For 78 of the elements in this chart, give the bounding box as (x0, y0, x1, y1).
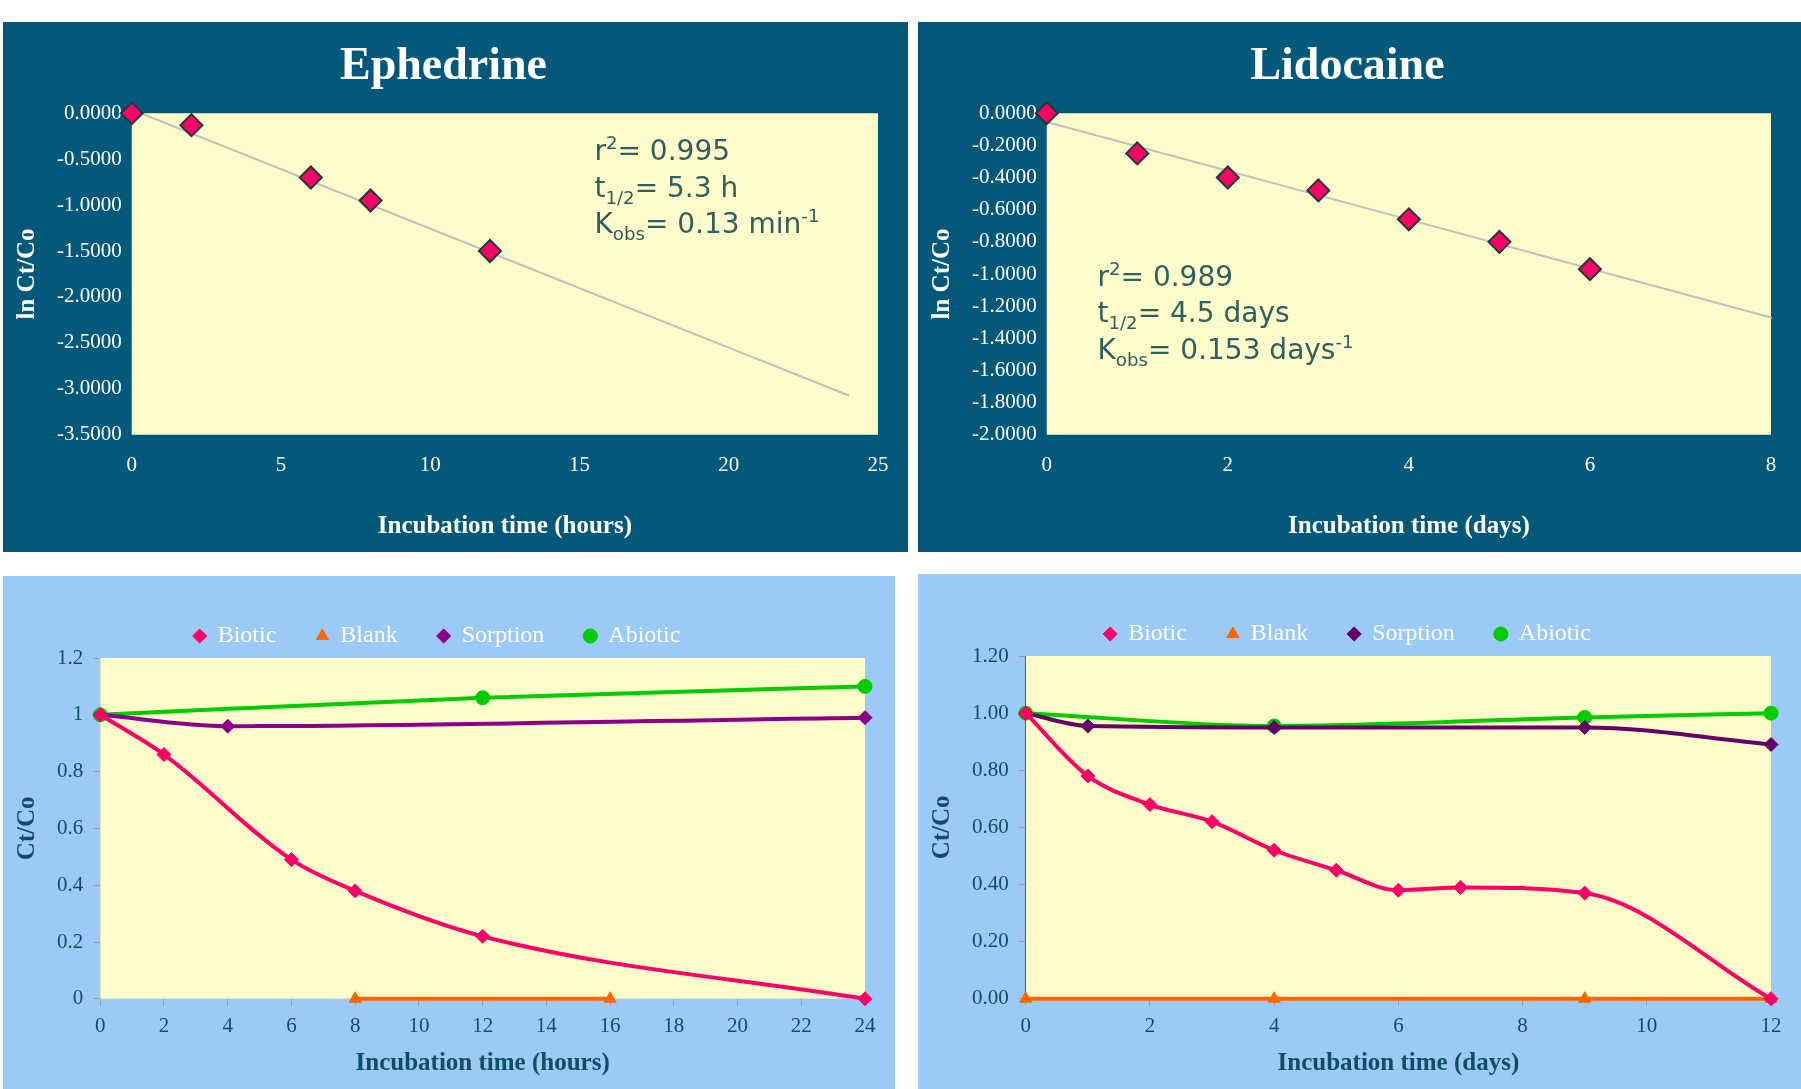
x-tick-label: 20 (727, 1012, 749, 1037)
x-tick-label: 10 (419, 451, 441, 476)
legend-label: Biotic (1128, 619, 1187, 646)
y-tick-label: -3.0000 (56, 375, 122, 400)
x-tick-label: 24 (854, 1012, 876, 1037)
y-tick-label: 1.2 (57, 644, 84, 669)
x-tick-label: 4 (1268, 1012, 1280, 1037)
y-tick-label: 0.20 (972, 928, 1009, 953)
chart-title: Lidocaine (1250, 38, 1445, 90)
x-tick-label: 5 (275, 451, 287, 476)
x-tick-label: 20 (718, 451, 740, 476)
y-tick-label: 1.20 (972, 642, 1009, 667)
y-tick-label: -1.2000 (971, 292, 1037, 317)
y-axis-title: Ct/Co (12, 796, 40, 861)
y-axis-title: Ct/Co (927, 795, 955, 860)
x-tick-label: 2 (158, 1012, 170, 1037)
x-tick-label: 14 (535, 1012, 558, 1037)
legend-label: Blank (1250, 619, 1309, 646)
x-tick-label: 18 (663, 1012, 685, 1037)
x-tick-label: 22 (790, 1012, 812, 1037)
chart-title: Ephedrine (339, 38, 548, 90)
y-tick-label: -1.0000 (56, 191, 122, 216)
y-tick-label: 0.80 (972, 756, 1009, 781)
y-tick-label: -0.5000 (56, 145, 122, 170)
y-axis-title: ln Ct/Co (927, 228, 955, 320)
x-tick-label: 10 (1636, 1012, 1658, 1037)
x-tick-label: 10 (408, 1012, 430, 1037)
x-tick-label: 6 (286, 1012, 297, 1037)
y-tick-label: -0.6000 (971, 196, 1037, 221)
y-tick-label: 0.60 (972, 813, 1009, 838)
y-tick-label: 0.0000 (978, 99, 1037, 124)
legend-label: Sorption (461, 621, 545, 648)
y-tick-label: -1.0000 (971, 260, 1037, 285)
y-tick-label: 0.0000 (63, 99, 122, 124)
x-tick-label: 25 (867, 451, 889, 476)
y-tick-label: -2.5000 (56, 329, 122, 354)
y-tick-label: 1.00 (972, 699, 1009, 724)
y-tick-label: -1.8000 (971, 389, 1037, 414)
legend-label: Biotic (217, 621, 277, 648)
x-axis-title: Incubation time (days) (1277, 1048, 1520, 1077)
y-tick-label: -0.8000 (971, 228, 1037, 253)
x-tick-label: 4 (1403, 451, 1415, 476)
y-tick-label: -3.5000 (56, 421, 122, 446)
x-tick-label: 8 (349, 1012, 361, 1037)
y-axis-title: ln Ct/Co (12, 228, 40, 320)
x-axis-title: Incubation time (hours) (377, 511, 632, 540)
y-tick-label: 0 (72, 985, 84, 1010)
x-tick-label: 6 (1393, 1012, 1404, 1037)
y-tick-label: 0.2 (57, 928, 84, 953)
x-tick-label: 12 (1760, 1012, 1782, 1037)
y-tick-label: 1 (72, 701, 84, 726)
y-tick-label: -1.4000 (971, 324, 1037, 349)
y-tick-label: 0.00 (972, 985, 1009, 1010)
legend-label: Blank (340, 621, 398, 648)
x-tick-label: 2 (1144, 1012, 1156, 1037)
x-axis-title: Incubation time (days) (1288, 511, 1530, 540)
y-tick-label: -1.6000 (971, 357, 1037, 381)
x-tick-label: 16 (599, 1012, 621, 1037)
x-tick-label: 2 (1222, 451, 1234, 476)
y-tick-label: 0.6 (57, 814, 84, 839)
y-tick-label: 0.4 (57, 871, 84, 896)
y-tick-label: -1.5000 (56, 237, 122, 262)
legend-label: Sorption (1372, 619, 1455, 646)
x-axis-title: Incubation time (hours) (355, 1048, 610, 1077)
x-tick-label: 12 (472, 1012, 494, 1037)
y-tick-label: -0.2000 (971, 131, 1037, 156)
legend-label: Abiotic (608, 621, 681, 648)
x-tick-label: 15 (569, 451, 590, 476)
x-tick-label: 8 (1765, 451, 1777, 476)
x-tick-label: 8 (1517, 1012, 1528, 1037)
y-tick-label: -0.4000 (971, 164, 1037, 189)
x-tick-label: 6 (1584, 451, 1596, 476)
y-tick-label: -2.0000 (971, 421, 1037, 446)
x-tick-label: 4 (222, 1012, 234, 1037)
legend-label: Abiotic (1518, 619, 1591, 646)
y-tick-label: -2.0000 (56, 283, 122, 308)
y-tick-label: 0.8 (57, 758, 84, 783)
y-tick-label: 0.40 (972, 871, 1009, 896)
